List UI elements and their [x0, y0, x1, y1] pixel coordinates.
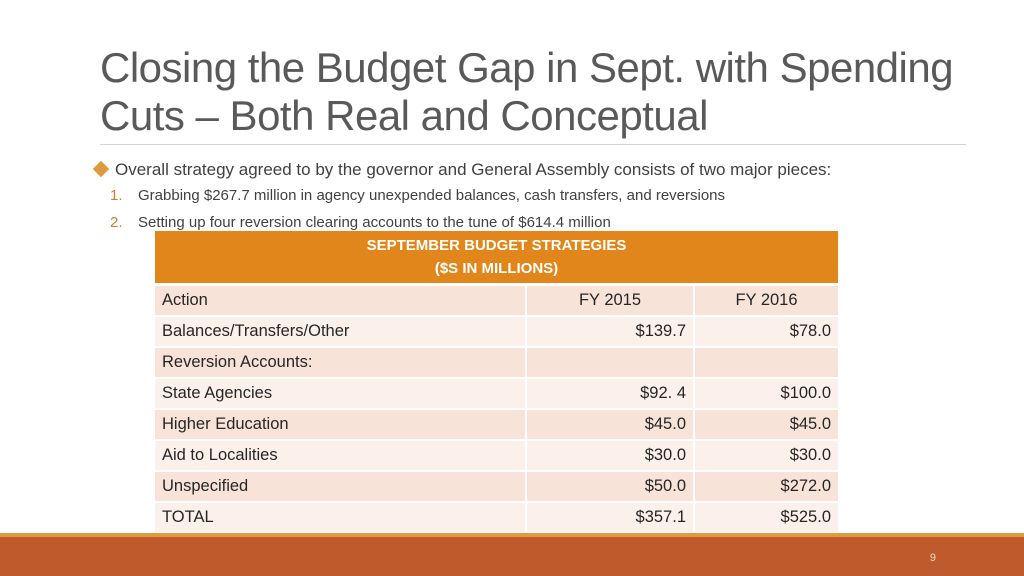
list-item-number: 2.: [110, 214, 123, 231]
table-title-line-2: ($S IN MILLIONS): [434, 260, 559, 277]
table-cell: $30.0: [695, 441, 838, 472]
list-item-text: Setting up four reversion clearing accou…: [138, 214, 611, 231]
table-title: SEPTEMBER BUDGET STRATEGIES ($S IN MILLI…: [155, 231, 838, 286]
table-row: State Agencies $92. 4 $100.0: [155, 379, 838, 410]
footer-band: [0, 537, 1024, 576]
column-header-action: Action: [155, 286, 527, 317]
table-cell: TOTAL: [155, 503, 527, 534]
table-cell: Aid to Localities: [155, 441, 527, 472]
list-item-text: Grabbing $267.7 million in agency unexpe…: [138, 187, 726, 204]
table-cell: $272.0: [695, 472, 838, 503]
list-item-number: 1.: [110, 187, 123, 204]
table-cell: [695, 348, 838, 379]
table-cell: Higher Education: [155, 410, 527, 441]
list-item: 2. Setting up four reversion clearing acc…: [110, 213, 611, 233]
table-row: Unspecified $50.0 $272.0: [155, 472, 838, 503]
diamond-bullet-icon: [92, 160, 110, 178]
table-title-line-1: SEPTEMBER BUDGET STRATEGIES: [366, 237, 627, 254]
table-cell: $357.1: [527, 503, 695, 534]
table-cell: Unspecified: [155, 472, 527, 503]
table-row: Balances/Transfers/Other $139.7 $78.0: [155, 317, 838, 348]
page-number: 9: [929, 552, 936, 564]
slide-title-line-1: Closing the Budget Gap in Sept. with Spe…: [100, 44, 954, 91]
main-bullet: Overall strategy agreed to by the govern…: [92, 159, 832, 181]
table-cell: $92. 4: [527, 379, 695, 410]
table-cell: $45.0: [527, 410, 695, 441]
budget-table: SEPTEMBER BUDGET STRATEGIES ($S IN MILLI…: [155, 231, 838, 534]
table-row: Reversion Accounts:: [155, 348, 838, 379]
slide-title: Closing the Budget Gap in Sept. with Spe…: [100, 44, 960, 140]
table-cell: $50.0: [527, 472, 695, 503]
slide-title-line-2: Cuts – Both Real and Conceptual: [100, 92, 708, 139]
table-row: Higher Education $45.0 $45.0: [155, 410, 838, 441]
table-row: Aid to Localities $30.0 $30.0: [155, 441, 838, 472]
main-bullet-text: Overall strategy agreed to by the govern…: [115, 160, 832, 179]
table-cell: Balances/Transfers/Other: [155, 317, 527, 348]
table-cell: $525.0: [695, 503, 838, 534]
column-header-fy2015: FY 2015: [527, 286, 695, 317]
table-cell: $45.0: [695, 410, 838, 441]
title-divider: [100, 144, 966, 145]
footer-accent-line: [0, 533, 1024, 537]
table-cell: $78.0: [695, 317, 838, 348]
table-cell: State Agencies: [155, 379, 527, 410]
list-item: 1. Grabbing $267.7 million in agency unex…: [110, 186, 725, 206]
table-cell: Reversion Accounts:: [155, 348, 527, 379]
table-header-row: Action FY 2015 FY 2016: [155, 286, 838, 317]
table-cell: $30.0: [527, 441, 695, 472]
column-header-fy2016: FY 2016: [695, 286, 838, 317]
table-cell: $100.0: [695, 379, 838, 410]
table-cell: $139.7: [527, 317, 695, 348]
table-cell: [527, 348, 695, 379]
table-row-total: TOTAL $357.1 $525.0: [155, 503, 838, 534]
